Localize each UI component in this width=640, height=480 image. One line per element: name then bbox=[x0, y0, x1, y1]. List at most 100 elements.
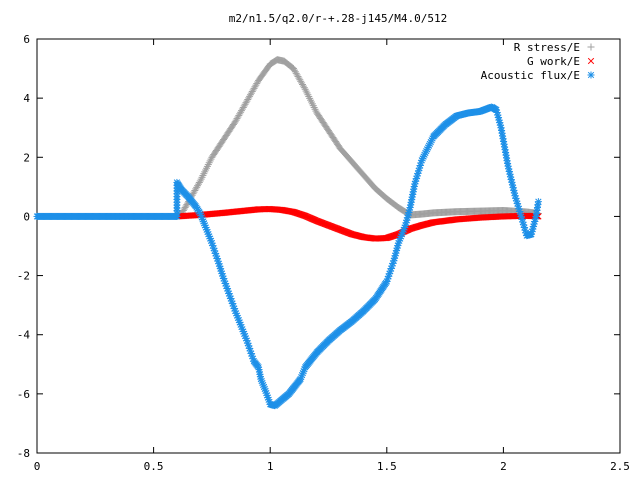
x-tick-label: 0 bbox=[34, 460, 41, 473]
data-point bbox=[291, 68, 299, 76]
data-point bbox=[243, 97, 251, 105]
data-point bbox=[192, 185, 200, 193]
data-point bbox=[207, 155, 215, 163]
y-tick-label: 2 bbox=[23, 151, 30, 164]
y-tick-label: 4 bbox=[23, 92, 30, 105]
x-tick-label: 0.5 bbox=[144, 460, 164, 473]
data-point bbox=[235, 111, 243, 119]
data-point bbox=[245, 94, 253, 102]
data-point bbox=[240, 102, 248, 110]
chart-title: m2/n1.5/q2.0/r-+.28-j145/M4.0/512 bbox=[229, 12, 448, 25]
data-point bbox=[194, 182, 202, 190]
data-point bbox=[181, 204, 189, 212]
data-point bbox=[239, 103, 247, 111]
data-point bbox=[252, 81, 260, 89]
data-point bbox=[182, 202, 190, 210]
data-point bbox=[250, 84, 258, 92]
data-point bbox=[300, 84, 308, 92]
data-point bbox=[206, 157, 214, 165]
data-point bbox=[310, 103, 318, 111]
data-point bbox=[249, 86, 257, 94]
data-point bbox=[247, 89, 255, 97]
data-point bbox=[191, 186, 199, 194]
data-point bbox=[294, 73, 302, 81]
x-tick-label: 1 bbox=[267, 460, 274, 473]
data-point bbox=[202, 166, 210, 174]
plot-frame bbox=[36, 38, 621, 454]
data-point bbox=[203, 162, 211, 170]
data-point bbox=[301, 85, 309, 93]
data-point bbox=[305, 93, 313, 101]
x-tick-label: 1.5 bbox=[377, 460, 397, 473]
data-point bbox=[193, 183, 201, 191]
y-tick-label: -6 bbox=[17, 388, 30, 401]
data-point bbox=[196, 177, 204, 185]
data-point bbox=[297, 77, 305, 85]
data-point bbox=[237, 108, 245, 116]
data-point bbox=[194, 180, 202, 188]
data-point bbox=[237, 107, 245, 115]
data-point bbox=[242, 99, 250, 107]
data-point bbox=[183, 201, 191, 209]
legend-marker bbox=[587, 57, 595, 65]
data-point bbox=[199, 171, 207, 179]
data-point bbox=[201, 168, 209, 176]
data-point bbox=[204, 161, 212, 169]
data-point bbox=[234, 113, 242, 121]
series-3 bbox=[33, 103, 542, 410]
data-point bbox=[230, 119, 238, 127]
legend-label: G work/E bbox=[527, 55, 580, 68]
data-point bbox=[307, 96, 315, 104]
data-point bbox=[299, 82, 307, 90]
data-point bbox=[306, 94, 314, 102]
data-point bbox=[302, 87, 310, 95]
data-point bbox=[197, 175, 205, 183]
data-point bbox=[253, 80, 261, 88]
y-tick-label: -8 bbox=[17, 447, 30, 460]
data-point bbox=[232, 116, 240, 124]
data-point bbox=[308, 100, 316, 108]
data-point bbox=[293, 71, 301, 79]
legend-marker bbox=[587, 71, 595, 79]
y-tick-label: 6 bbox=[23, 33, 30, 46]
data-point bbox=[290, 65, 298, 73]
data-point bbox=[309, 102, 317, 110]
data-point bbox=[248, 88, 256, 96]
series-1 bbox=[173, 56, 542, 220]
data-point bbox=[246, 92, 254, 100]
data-point bbox=[231, 118, 239, 126]
y-tick-label: 0 bbox=[23, 210, 30, 223]
data-point bbox=[179, 207, 187, 215]
data-point bbox=[236, 110, 244, 118]
data-point bbox=[296, 76, 304, 84]
legend-marker bbox=[587, 43, 595, 51]
data-point bbox=[290, 66, 298, 74]
data-point bbox=[251, 83, 259, 91]
data-point bbox=[190, 188, 198, 196]
series-layer bbox=[33, 56, 542, 410]
data-point bbox=[304, 91, 312, 99]
legend-label: R stress/E bbox=[514, 41, 580, 54]
data-point bbox=[254, 78, 262, 86]
data-point bbox=[189, 190, 197, 198]
data-point bbox=[203, 164, 211, 172]
legend-label: Acoustic flux/E bbox=[481, 69, 580, 82]
x-tick-label: 2 bbox=[500, 460, 507, 473]
y-tick-label: -2 bbox=[17, 270, 30, 283]
data-point bbox=[241, 100, 249, 108]
data-point bbox=[238, 105, 246, 113]
data-point bbox=[408, 196, 416, 204]
data-point bbox=[534, 198, 542, 206]
data-point bbox=[295, 74, 303, 82]
y-tick-label: -4 bbox=[17, 329, 31, 342]
data-point bbox=[303, 89, 311, 97]
x-tick-label: 2.5 bbox=[610, 460, 630, 473]
data-point bbox=[312, 107, 320, 115]
axis-ticks: 0 0.5 1 1.5 2 2.5 6 4 2 0 -2 -4 -6 -8 bbox=[17, 33, 630, 473]
data-point bbox=[298, 79, 306, 87]
data-point bbox=[205, 159, 213, 167]
data-point bbox=[307, 98, 315, 106]
data-point bbox=[246, 91, 254, 99]
